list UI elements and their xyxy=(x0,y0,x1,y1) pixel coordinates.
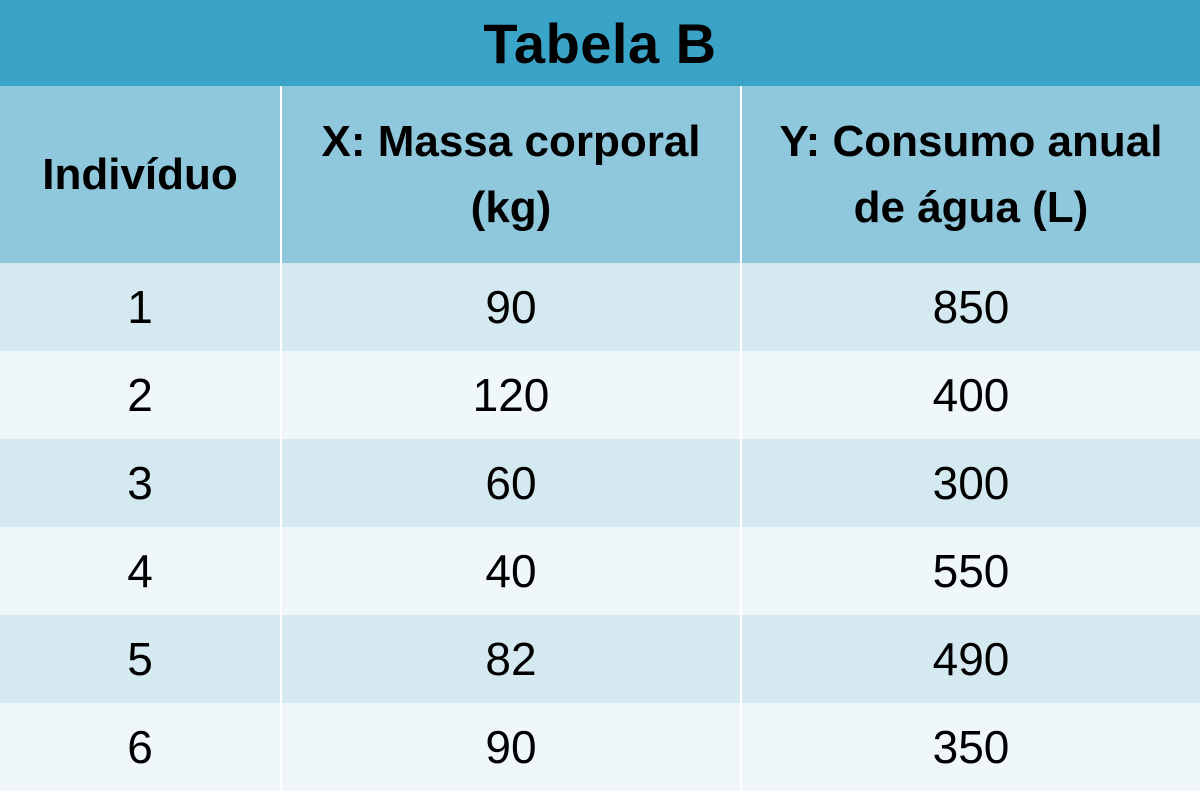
cell-consumo: 850 xyxy=(740,263,1200,351)
cell-individuo: 3 xyxy=(127,457,153,509)
table-body: 1 90 850 2 120 400 3 60 300 4 40 550 5 8… xyxy=(0,263,1200,791)
header-massa-corporal: X: Massa corporal (kg) xyxy=(280,86,740,263)
table-header-row: Indivíduo X: Massa corporal (kg) Y: Cons… xyxy=(0,86,1200,263)
header-consumo-line2: de água (L) xyxy=(853,182,1089,232)
table-row: 6 90 350 xyxy=(0,703,1200,791)
cell-consumo: 350 xyxy=(740,703,1200,791)
header-individuo: Indivíduo xyxy=(0,86,280,263)
cell-massa: 90 xyxy=(280,703,740,791)
table-title: Tabela B xyxy=(483,11,717,75)
cell-individuo: 2 xyxy=(127,369,153,421)
header-consumo-agua: Y: Consumo anual de água (L) xyxy=(740,86,1200,263)
cell-consumo: 300 xyxy=(740,439,1200,527)
table-row: 5 82 490 xyxy=(0,615,1200,703)
cell-massa: 120 xyxy=(280,351,740,439)
cell-massa: 90 xyxy=(280,263,740,351)
cell-consumo: 550 xyxy=(740,527,1200,615)
table-row: 2 120 400 xyxy=(0,351,1200,439)
cell-individuo: 4 xyxy=(127,545,153,597)
table-row: 4 40 550 xyxy=(0,527,1200,615)
cell-massa: 82 xyxy=(280,615,740,703)
cell-individuo: 5 xyxy=(127,633,153,685)
table-row: 1 90 850 xyxy=(0,263,1200,351)
header-individuo-label: Indivíduo xyxy=(42,149,238,199)
cell-individuo: 1 xyxy=(127,281,153,333)
table-row: 3 60 300 xyxy=(0,439,1200,527)
cell-consumo: 490 xyxy=(740,615,1200,703)
cell-massa: 60 xyxy=(280,439,740,527)
cell-individuo: 6 xyxy=(127,721,153,773)
table-title-bar: Tabela B xyxy=(0,0,1200,86)
header-massa-line1: X: Massa corporal xyxy=(321,116,701,166)
header-massa-line2: (kg) xyxy=(470,182,552,232)
cell-massa: 40 xyxy=(280,527,740,615)
header-consumo-line1: Y: Consumo anual xyxy=(779,116,1163,166)
cell-consumo: 400 xyxy=(740,351,1200,439)
